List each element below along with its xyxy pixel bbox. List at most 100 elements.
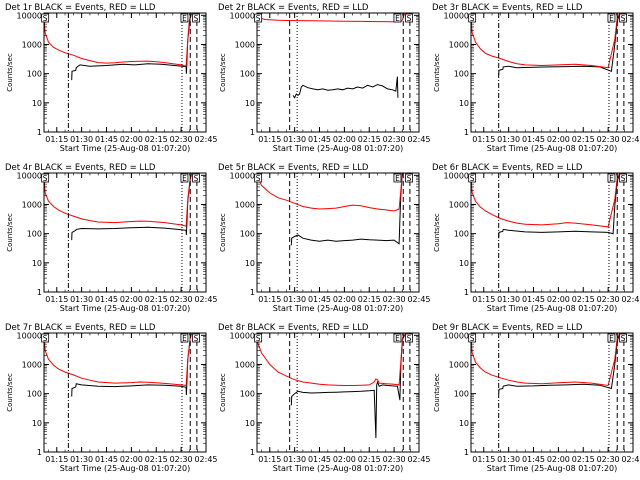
x-axis-label: Start Time (25-Aug-08 01:07:20) xyxy=(273,144,404,153)
x-axis-label: Start Time (25-Aug-08 01:07:20) xyxy=(487,144,618,153)
y-tick-label: 100 xyxy=(454,390,469,399)
series-line xyxy=(292,76,399,99)
y-tick-label: 10000 xyxy=(17,331,42,340)
y-axis-label: Counts/sec xyxy=(433,213,441,252)
y-tick-label: 10000 xyxy=(17,171,42,180)
plot-frame xyxy=(256,12,420,133)
x-tick-label: 02:30 xyxy=(597,295,620,304)
x-tick-label: 01:45 xyxy=(522,135,545,144)
y-tick-label: 1 xyxy=(37,128,42,137)
x-tick-label: 02:30 xyxy=(597,455,620,464)
x-tick-label: 01:15 xyxy=(45,455,68,464)
chart-panel: Det 7r BLACK = Events, RED = LLD 1 10 100 10… xyxy=(5,323,218,473)
x-tick-label: 02:00 xyxy=(547,295,570,304)
x-tick-label: 01:45 xyxy=(95,455,118,464)
x-tick-label: 02:00 xyxy=(333,455,356,464)
marker-box xyxy=(405,13,413,23)
y-tick-label: 1000 xyxy=(235,40,255,49)
series-line xyxy=(44,333,193,387)
y-axis-label: Counts/sec xyxy=(6,213,14,252)
y-tick-label: 1000 xyxy=(22,200,42,209)
series-line xyxy=(498,13,621,76)
marker-box xyxy=(180,333,189,343)
x-axis-label: Start Time (25-Aug-08 01:07:20) xyxy=(273,304,404,313)
marker-label: S xyxy=(407,334,412,343)
chart-panel: Det 9r BLACK = Events, RED = LLD 1 10 100 10… xyxy=(432,323,640,473)
marker-box xyxy=(41,13,50,23)
x-tick-label: 01:15 xyxy=(45,135,68,144)
y-tick-label: 10 xyxy=(459,419,469,428)
x-tick-label: 02:45 xyxy=(407,295,430,304)
x-tick-label: 02:30 xyxy=(597,135,620,144)
y-tick-label: 10000 xyxy=(230,11,255,20)
series-line xyxy=(71,173,193,241)
x-tick-label: 01:15 xyxy=(472,135,495,144)
x-axis-label: Start Time (25-Aug-08 01:07:20) xyxy=(487,304,618,313)
y-tick-label: 100 xyxy=(454,230,469,239)
x-tick-label: 02:30 xyxy=(170,295,193,304)
x-tick-label: 02:15 xyxy=(145,455,168,464)
series-line xyxy=(498,333,621,394)
x-tick-label: 02:15 xyxy=(572,135,595,144)
marker-label: S xyxy=(43,174,48,183)
y-tick-label: 100 xyxy=(454,70,469,79)
x-tick-label: 02:15 xyxy=(358,135,381,144)
y-tick-label: 10 xyxy=(32,259,42,268)
x-tick-label: 01:30 xyxy=(70,135,93,144)
marker-label: E xyxy=(609,14,614,23)
chart-title: Det 1r BLACK = Events, RED = LLD xyxy=(5,3,156,13)
plot-frame xyxy=(256,332,420,453)
marker-box xyxy=(468,333,477,343)
series-line xyxy=(71,333,193,397)
x-tick-label: 01:15 xyxy=(472,295,495,304)
y-axis-label: Counts/sec xyxy=(219,373,227,412)
x-axis-label: Start Time (25-Aug-08 01:07:20) xyxy=(60,304,191,313)
y-tick-label: 10000 xyxy=(444,11,469,20)
x-tick-label: 01:45 xyxy=(308,135,331,144)
x-tick-label: 02:15 xyxy=(358,455,381,464)
marker-label: S xyxy=(470,334,475,343)
x-tick-label: 01:30 xyxy=(283,295,306,304)
x-tick-label: 02:45 xyxy=(621,135,640,144)
series-line xyxy=(71,13,193,81)
y-tick-label: 1 xyxy=(250,448,255,457)
y-tick-label: 100 xyxy=(240,230,255,239)
marker-label: E xyxy=(609,174,614,183)
chart-title: Det 8r BLACK = Events, RED = LLD xyxy=(218,323,369,333)
marker-box xyxy=(393,173,402,183)
x-tick-label: 01:30 xyxy=(497,135,520,144)
series-line xyxy=(44,173,193,227)
marker-box xyxy=(254,333,263,343)
x-tick-label: 01:30 xyxy=(283,135,306,144)
marker-box xyxy=(468,173,477,183)
x-axis-label: Start Time (25-Aug-08 01:07:20) xyxy=(273,464,404,473)
chart-panel: Det 4r BLACK = Events, RED = LLD 1 10 100 10… xyxy=(5,163,218,313)
x-tick-label: 02:00 xyxy=(333,135,356,144)
plot-frame xyxy=(43,172,207,293)
marker-box xyxy=(468,13,477,23)
x-tick-label: 02:30 xyxy=(383,135,406,144)
marker-box xyxy=(41,333,50,343)
y-tick-label: 10000 xyxy=(444,171,469,180)
marker-label: S xyxy=(256,14,261,23)
x-tick-label: 02:15 xyxy=(358,295,381,304)
y-tick-label: 1000 xyxy=(235,360,255,369)
plot-frame xyxy=(470,332,634,453)
marker-label: E xyxy=(395,174,400,183)
y-tick-label: 10000 xyxy=(230,331,255,340)
x-tick-label: 02:45 xyxy=(194,455,217,464)
marker-label: S xyxy=(470,174,475,183)
series-line xyxy=(290,173,403,246)
x-tick-label: 01:15 xyxy=(258,455,281,464)
x-tick-label: 02:00 xyxy=(547,135,570,144)
x-tick-label: 01:45 xyxy=(95,295,118,304)
plot-frame xyxy=(470,172,634,293)
series-line xyxy=(471,173,621,228)
y-tick-label: 1000 xyxy=(235,200,255,209)
chart-title: Det 9r BLACK = Events, RED = LLD xyxy=(432,323,583,333)
x-tick-label: 02:30 xyxy=(383,455,406,464)
marker-box xyxy=(41,173,50,183)
chart-title: Det 2r BLACK = Events, RED = LLD xyxy=(218,3,369,13)
y-tick-label: 100 xyxy=(240,70,255,79)
x-tick-label: 01:30 xyxy=(497,455,520,464)
